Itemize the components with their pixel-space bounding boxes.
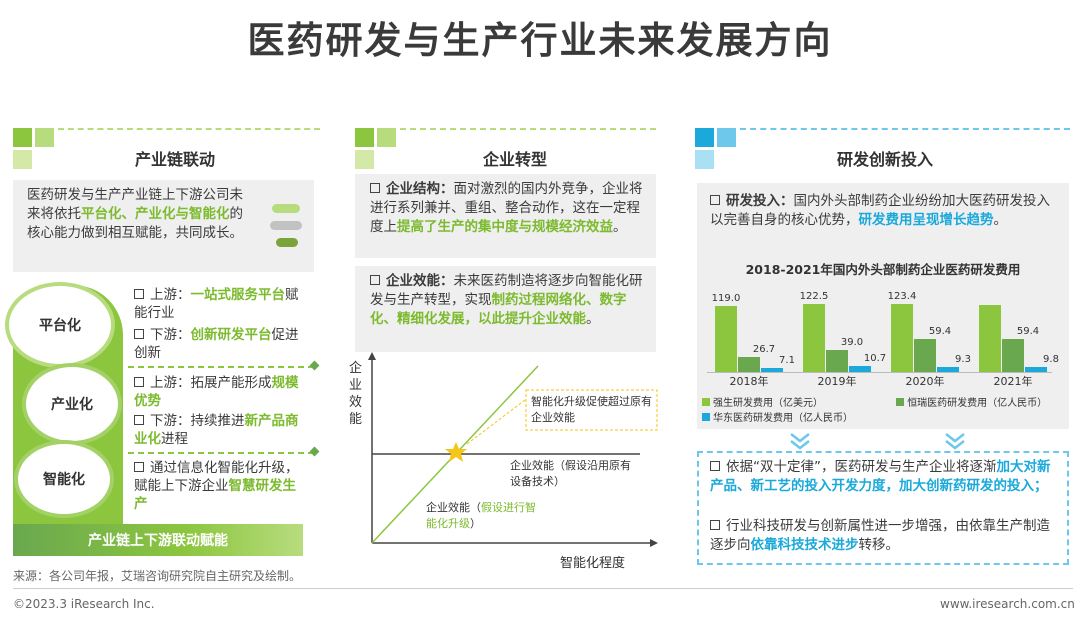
- divider: [58, 128, 320, 130]
- intro-text: 医药研发与生产产业链上下游公司未来将依托平台化、产业化与智能化的核心能力做到相互…: [27, 187, 243, 241]
- copyright: ©2023.3 iResearch Inc.: [13, 597, 155, 611]
- divider: [128, 366, 314, 368]
- deco-square: [695, 150, 714, 169]
- category-label: 2019年: [817, 375, 857, 388]
- bar-value-label: 39.0: [840, 337, 864, 349]
- legend-item: 强生研发费用（亿美元）: [713, 398, 823, 409]
- chart-ylabel: 企业效能: [349, 361, 363, 427]
- divider: [740, 128, 1070, 130]
- structure-text: 企业结构：面对激烈的国内外竞争，企业将进行系列兼并、重组、整合动作，这在一定程度…: [370, 181, 643, 235]
- rising-line-label: 企业效能（假设进行智能化升级）: [426, 501, 536, 530]
- bar-value-label: 122.5: [799, 291, 829, 303]
- platform-upstream: 上游：一站式服务平台赋能行业: [134, 287, 299, 321]
- section-heading-chain: 产业链联动: [134, 150, 215, 169]
- bar-chart-legend: 强生研发费用（亿美元） 恒瑞医药研发费用（亿人民币） 华东医药研发费用（亿人民币…: [702, 396, 1062, 426]
- category-label: 2018年: [729, 375, 769, 388]
- intelligence-item: 通过信息化智能化升级，赋能上下游企业智慧研发生产: [134, 460, 299, 512]
- deco-square: [377, 128, 396, 147]
- bar-value-label: 9.3: [955, 353, 971, 365]
- intro-box: [13, 180, 314, 272]
- structure-box: [355, 174, 656, 258]
- bar-value-label: 9.8: [1043, 353, 1059, 365]
- section-heading-rnd: 研发创新投入: [836, 150, 933, 169]
- website: www.iresearch.com.cn: [940, 597, 1075, 611]
- footer-divider: [13, 588, 1073, 589]
- bar-value-label: 26.7: [752, 344, 776, 356]
- bar: [1002, 339, 1024, 372]
- deco-square: [695, 128, 714, 147]
- chain-banner: 产业链上下游联动赋能: [13, 524, 303, 556]
- bar: [937, 366, 959, 372]
- bubble-platform: 平台化: [5, 282, 115, 368]
- x-axis-arrow: [650, 539, 658, 547]
- category-label: 2021年: [993, 375, 1033, 388]
- bar: [803, 304, 825, 372]
- bar-value-label: 7.1: [779, 355, 795, 367]
- bar: [715, 306, 737, 372]
- pill-icon: [276, 238, 298, 247]
- law-box: [697, 451, 1069, 565]
- bar: [979, 304, 1001, 372]
- deco-square: [355, 150, 374, 169]
- pill-icon: [270, 221, 302, 230]
- category-label: 2020年: [905, 375, 945, 388]
- source-note: 来源：各公司年报，艾瑞咨询研究院自主研究及绘制。: [13, 569, 302, 583]
- platform-downstream: 下游：创新研发平台促进创新: [134, 327, 299, 361]
- rnd-box: [697, 183, 1069, 429]
- bar: [1025, 366, 1047, 372]
- bar: [826, 350, 848, 372]
- bar-value-label: 119.0: [711, 293, 741, 305]
- page-title: 医药研发与生产行业未来发展方向: [247, 19, 833, 62]
- bar: [849, 366, 871, 372]
- deco-square: [35, 128, 54, 147]
- callout-pointer: [466, 399, 526, 445]
- callout-text: 智能化升级促使超过原有企业效能: [531, 395, 652, 424]
- bubble-intelligence: 智能化: [14, 440, 114, 518]
- divider: [400, 128, 656, 130]
- efficiency-box: [355, 266, 656, 352]
- bar-chart: 119.0 26.7 7.1 2018年 122.5 39.0 10.7 2019年 123.4…: [697, 275, 1069, 400]
- bar: [914, 339, 936, 372]
- tech-text: 行业科技研发与创新属性进一步增强，由依靠生产制造逐步向依靠科技技术进步转移。: [710, 518, 1050, 553]
- callout-box: [525, 389, 658, 431]
- diamond-icon: [309, 446, 320, 457]
- deco-square: [13, 150, 32, 169]
- industry-upstream: 上游：拓展产能形成规模优势: [134, 375, 299, 409]
- chart-xlabel: 智能化程度: [560, 556, 626, 571]
- pill-icon: [272, 204, 300, 213]
- bubble-industry: 产业化: [22, 363, 122, 445]
- deco-square: [355, 128, 374, 147]
- legend-item: 恒瑞医药研发费用（亿人民币）: [907, 398, 1048, 409]
- bar-chart-title: 2018-2021年国内外头部制药企业医药研发费用: [745, 262, 1021, 277]
- bar-value-label: 10.7: [863, 353, 887, 365]
- flat-line-label: 企业效能（假设沿用原有设备技术）: [510, 459, 631, 488]
- chevron-down-icon: [945, 433, 965, 450]
- y-axis-arrow: [368, 352, 376, 360]
- efficiency-concept-chart: [368, 352, 658, 547]
- bar: [891, 303, 913, 372]
- industry-downstream: 下游：持续推进新产品商业化进程: [134, 413, 299, 447]
- deco-square: [13, 128, 32, 147]
- diamond-icon: [309, 360, 320, 371]
- divider: [128, 452, 314, 454]
- rnd-text: 研发投入：国内外头部制药企业纷纷加大医药研发投入以完善自身的核心优势，研发费用呈…: [710, 193, 1050, 228]
- chevron-down-icon: [790, 433, 810, 450]
- section-heading-transform: 企业转型: [482, 150, 547, 169]
- bar: [738, 357, 760, 372]
- bar: [761, 368, 783, 372]
- legend-item: 华东医药研发费用（亿人民币）: [713, 413, 853, 424]
- efficiency-text: 企业效能：未来医药制造将逐步向智能化研发与生产转型，实现制药过程网络化、数字化、…: [370, 273, 643, 327]
- bar-value-label: 59.4: [928, 326, 952, 338]
- bar-value-label: 123.4: [887, 290, 917, 302]
- law-text: 依据“双十定律”，医药研发与生产企业将逐渐加大对新产品、新工艺的投入开发力度，加…: [710, 459, 1051, 494]
- bar-value-label: 59.4: [1016, 326, 1040, 338]
- deco-square: [717, 128, 736, 147]
- star-icon: [445, 442, 467, 462]
- bar-chart-baseline: [707, 372, 1052, 373]
